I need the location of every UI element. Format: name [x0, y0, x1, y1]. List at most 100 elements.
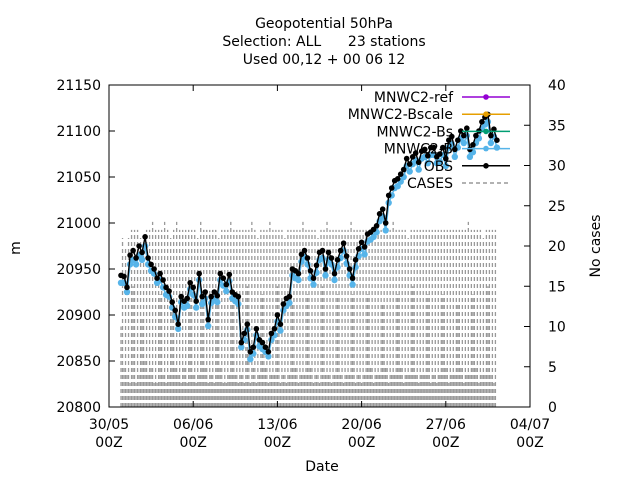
x-tick-label: 13/06	[257, 417, 297, 433]
obs-point	[473, 132, 479, 139]
model-point	[322, 272, 329, 279]
obs-point	[446, 137, 452, 143]
obs-point	[199, 293, 205, 300]
obs-point	[163, 284, 169, 291]
x-tick-label: 30/05	[89, 417, 129, 433]
obs-point	[187, 280, 193, 286]
obs-point	[373, 223, 380, 229]
model-point	[424, 160, 431, 167]
y-axis-label: m	[8, 241, 24, 255]
obs-point	[397, 171, 404, 177]
model-point	[193, 304, 200, 311]
obs-point	[121, 273, 127, 280]
obs-point	[307, 268, 314, 274]
obs-point	[431, 144, 437, 151]
obs-point	[259, 339, 266, 346]
obs-point	[169, 299, 175, 305]
obs-series	[118, 111, 500, 355]
x-tick-label: 04/07	[510, 417, 550, 433]
obs-point	[190, 284, 196, 291]
obs-point	[148, 261, 154, 268]
model-point	[382, 227, 389, 234]
obs-point	[346, 266, 353, 272]
obs-point	[139, 249, 145, 256]
model-point	[277, 327, 284, 334]
obs-point	[406, 161, 413, 167]
obs-point	[211, 289, 218, 295]
y-tick-label: 20900	[56, 308, 101, 324]
model-point	[451, 153, 458, 160]
y2-tick-label: 5	[548, 360, 557, 376]
obs-point	[361, 244, 368, 250]
obs-point	[295, 270, 302, 277]
x-tick-label: 06/06	[173, 417, 213, 433]
x-tick-label-hour: 00Z	[516, 435, 543, 451]
y-tick-label: 21000	[56, 216, 101, 232]
legend-label: MNWC2-ref	[374, 90, 454, 106]
obs-point	[328, 255, 335, 261]
obs-point	[193, 298, 199, 305]
obs-point	[388, 185, 395, 191]
obs-point	[136, 243, 142, 249]
model-point	[436, 158, 443, 165]
model-point	[184, 302, 191, 309]
obs-point	[440, 144, 446, 151]
chart-title-line-1: Geopotential 50hPa	[255, 16, 393, 32]
obs-point	[217, 270, 224, 277]
obs-point	[415, 159, 422, 166]
legend-label: OBS	[424, 159, 453, 175]
obs-point	[425, 153, 431, 159]
obs-point	[412, 150, 419, 156]
model-point	[370, 233, 377, 240]
model-point	[223, 287, 230, 295]
model-point	[331, 276, 338, 284]
cases-series	[120, 221, 497, 407]
model-point	[138, 256, 146, 263]
y-tick-label: 21100	[56, 124, 101, 140]
obs-point	[355, 246, 362, 252]
model-point	[493, 144, 501, 151]
obs-point	[310, 275, 317, 282]
obs-point	[235, 293, 242, 300]
obs-point	[127, 252, 133, 258]
model-point	[487, 139, 495, 147]
chart-title-line-3: Used 00,12 + 00 06 12	[243, 52, 406, 68]
obs-point	[250, 344, 257, 351]
y-tick-label: 21150	[56, 78, 101, 94]
x-axis-label: Date	[305, 459, 338, 475]
obs-point	[175, 321, 181, 328]
obs-point	[455, 137, 461, 143]
obs-point	[409, 154, 416, 160]
obs-point	[286, 293, 293, 300]
y2-tick-label: 30	[548, 159, 566, 175]
model-point	[247, 356, 254, 363]
legend-marker	[483, 128, 489, 135]
y2-tick-label: 15	[548, 279, 566, 295]
y-tick-label: 20950	[56, 262, 101, 278]
x-tick-label: 27/06	[426, 417, 466, 433]
obs-point	[422, 146, 428, 153]
obs-point	[124, 284, 130, 291]
model-point	[415, 166, 422, 173]
obs-point	[352, 257, 359, 263]
obs-point	[205, 316, 211, 323]
model-point	[175, 325, 182, 332]
obs-point	[385, 192, 392, 199]
model-point	[460, 139, 467, 147]
obs-point	[358, 239, 365, 246]
x-tick-label-hour: 00Z	[95, 435, 122, 451]
obs-point	[304, 255, 311, 261]
obs-point	[340, 240, 347, 246]
obs-point	[319, 247, 326, 254]
model-point	[295, 276, 302, 284]
obs-point	[313, 262, 320, 269]
x-tick-label-hour: 00Z	[432, 435, 459, 451]
legend-label: MNWC2-Bscale	[348, 107, 453, 123]
obs-point	[226, 271, 233, 278]
obs-point	[382, 220, 389, 226]
model-point	[238, 344, 245, 351]
y-tick-label: 20850	[56, 354, 101, 370]
model-point	[466, 153, 474, 160]
obs-point	[334, 257, 341, 263]
